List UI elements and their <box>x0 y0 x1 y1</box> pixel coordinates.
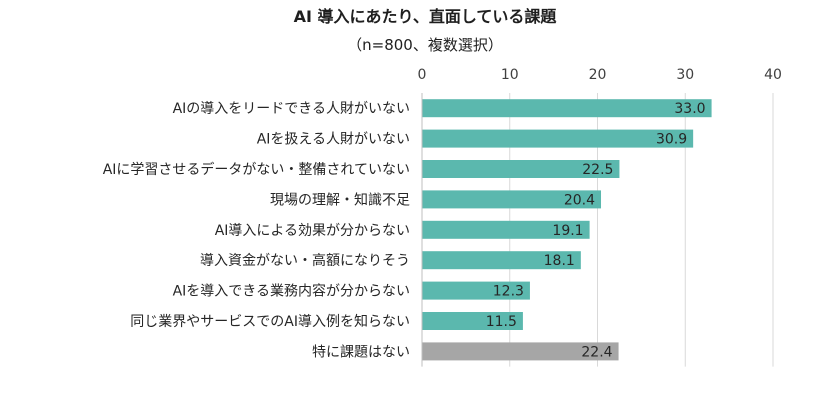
category-label-4: 現場の理解・知識不足 <box>270 191 410 208</box>
bar-2 <box>422 129 694 148</box>
bar-8 <box>422 312 523 330</box>
data-label-3: 22.5 <box>582 162 613 178</box>
x-tick-label-10: 10 <box>501 67 519 83</box>
category-label-5: AI導入による効果が分からない <box>215 223 410 239</box>
data-label-4: 20.4 <box>564 192 595 208</box>
bar-4 <box>422 190 602 209</box>
category-label-7: AIを導入できる業務内容が分からない <box>173 283 410 300</box>
x-tick-label-0: 0 <box>418 67 427 83</box>
category-label-3: AIに学習させるデータがない・整備されていない <box>103 161 410 178</box>
bar-1 <box>422 99 712 118</box>
bar-9 <box>422 342 619 361</box>
data-label-1: 33.0 <box>674 101 705 117</box>
category-label-2: AIを扱える人財がいない <box>257 132 410 148</box>
chart-title: AI 導入にあたり、直面している課題 <box>294 7 558 26</box>
bar-7 <box>422 281 530 300</box>
data-label-8: 11.5 <box>486 314 517 330</box>
category-label-8: 同じ業界やサービスでのAI導入例を知らない <box>130 313 410 330</box>
bars: 33.0 30.9 22.5 20.4 19.1 18.1 12.3 11.5 22.4 <box>422 99 712 361</box>
data-label-2: 30.9 <box>656 132 687 148</box>
bar-3 <box>422 160 620 178</box>
x-axis-ticks: 0 10 20 30 40 <box>418 67 782 83</box>
data-label-6: 18.1 <box>544 253 575 269</box>
category-label-6: 導入資金がない・高額になりそう <box>200 252 410 269</box>
y-axis: AIの導入をリードできる人財がいない AIを扱える人財がいない AIに学習させるデー… <box>103 93 423 367</box>
data-label-5: 19.1 <box>552 223 583 239</box>
category-label-1: AIの導入をリードできる人財がいない <box>173 101 410 117</box>
chart-subtitle: （n=800、複数選択） <box>347 36 503 54</box>
category-label-9: 特に課題はない <box>312 344 410 360</box>
data-label-9: 22.4 <box>581 344 612 360</box>
x-tick-label-30: 30 <box>676 67 694 83</box>
bar-6 <box>422 251 581 270</box>
x-tick-label-20: 20 <box>589 67 607 83</box>
data-label-7: 12.3 <box>493 284 524 300</box>
bar-5 <box>422 220 590 239</box>
x-tick-label-40: 40 <box>764 67 782 83</box>
